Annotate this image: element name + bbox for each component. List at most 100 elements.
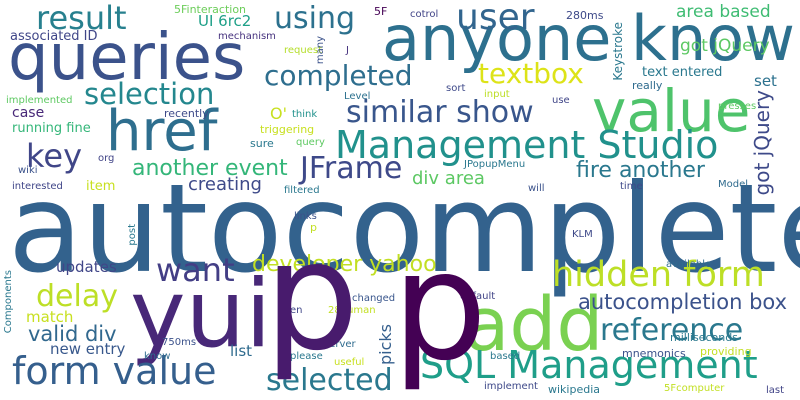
word-interested: interested [12, 181, 63, 192]
word-org: org [98, 153, 115, 164]
word-j: J [346, 45, 349, 56]
word-textbox: textbox [478, 57, 584, 90]
word-value: value [592, 77, 751, 145]
word-set: set [754, 72, 777, 90]
word-sure: sure [250, 137, 274, 150]
word-280ms: 280ms [566, 9, 604, 22]
word-links: links [294, 211, 317, 222]
word-input: input [484, 89, 510, 100]
word-useful: useful [334, 357, 365, 368]
word-filtered: filtered [284, 185, 320, 196]
word-ui-6rc2: UI 6rc2 [198, 12, 252, 30]
word-default: default [460, 291, 496, 302]
word-fire-another: fire another [576, 158, 705, 183]
word-new-entry: new entry [50, 340, 126, 358]
word-available: available [666, 259, 712, 270]
word-recently: recently [164, 107, 209, 120]
word-case: case [12, 105, 45, 121]
word-post: post [127, 224, 138, 246]
word-use: use [552, 95, 570, 106]
word-p-large-2: p [392, 220, 488, 394]
word-jframe: JFrame [300, 151, 403, 186]
word-updates: updates [56, 258, 117, 276]
word-selection: selection [84, 77, 215, 111]
word-5fcomputer: 5Fcomputer [664, 383, 725, 394]
word-queries: queries [8, 21, 246, 95]
word-5finteraction: 5Finteraction [174, 3, 247, 16]
word-based: based [490, 351, 521, 362]
word-item: item [86, 179, 116, 194]
word-result: result [36, 0, 127, 37]
word-sort: sort [446, 83, 466, 94]
word-autocomplete: autocomplete [8, 158, 800, 300]
word-sql-management: SQL Management [420, 343, 758, 387]
word-mnemonics: mnemonics [622, 347, 686, 360]
word-mechanism: mechanism [218, 31, 276, 42]
word-keystroke: Keystroke [611, 22, 625, 81]
word-query: query [296, 137, 325, 148]
word-750ms: 750ms [162, 337, 197, 348]
word-management-studio: Management Studio [335, 123, 719, 167]
word-add: add [464, 282, 604, 368]
word-components: Components [3, 270, 14, 334]
word-completed: completed [264, 59, 413, 92]
word-match: match [26, 308, 74, 326]
word-klm: KLM [572, 229, 593, 240]
word-valid-div: valid div [28, 322, 117, 346]
word-wikipedia: wikipedia [548, 383, 601, 396]
word-changed: changed [352, 293, 396, 304]
word-list: list [230, 342, 253, 360]
word-implement: implement [484, 381, 538, 392]
word-providing: providing [700, 345, 752, 358]
word-level: Level [344, 91, 371, 102]
word-o: O' [270, 104, 287, 123]
word-another-event: another event [132, 156, 288, 181]
word-using: using [274, 1, 356, 36]
word-request: request [284, 45, 323, 56]
word-creating: creating [188, 174, 262, 195]
word-model: Model [718, 179, 749, 190]
word-many: many [315, 36, 326, 65]
word-reference: reference [600, 313, 744, 348]
word-yui: yui [130, 260, 272, 369]
word-div-area: div area [412, 168, 485, 189]
word-really: really [632, 79, 663, 92]
word-jpopupmenu: JPopupMenu [464, 159, 526, 170]
word-cotrol: cotrol [410, 9, 439, 20]
word-p-large-1: p [264, 210, 360, 384]
word-got-jquery: got jQuery [750, 90, 774, 196]
word-5f: 5F [374, 5, 388, 18]
word-time: time [620, 181, 643, 192]
word-presses: presses [718, 101, 757, 112]
word-text-entered: text entered [642, 65, 723, 80]
word-area-based-2: area based [676, 2, 771, 22]
word-similar-show: similar show [346, 95, 534, 130]
word-please: please [290, 351, 323, 362]
word-milliseconds: milliseconds [670, 331, 738, 344]
word-picks: picks [376, 324, 395, 365]
word-href: href [106, 99, 218, 164]
word-area-based: got jQuery [680, 36, 770, 56]
word-associated-id: associated ID [10, 29, 98, 44]
word-know: know [144, 351, 171, 362]
word-selected: selected [266, 363, 393, 398]
word-last: last [766, 385, 785, 396]
word-running-fine: running fine [12, 121, 91, 136]
word-wiki: wiki [18, 165, 38, 176]
word-en: en [290, 305, 303, 316]
word-user: user [456, 0, 535, 38]
word-28human: 28human [328, 305, 376, 316]
word-server: server [324, 339, 356, 350]
word-anyone-know: anyone know [382, 2, 795, 75]
word-developer-yahoo: developer yahoo [252, 252, 437, 277]
word-autocompletion-box: autocompletion box [578, 290, 788, 314]
word-form-value: form value [12, 349, 217, 393]
word-hidden-form: hidden form [552, 255, 765, 295]
word-implemented: implemented [6, 95, 73, 106]
word-want: want [156, 251, 235, 289]
word-think: think [292, 109, 318, 120]
word-delay: delay [36, 279, 118, 314]
word-triggering: triggering [260, 123, 315, 136]
word-key: key [26, 137, 83, 175]
